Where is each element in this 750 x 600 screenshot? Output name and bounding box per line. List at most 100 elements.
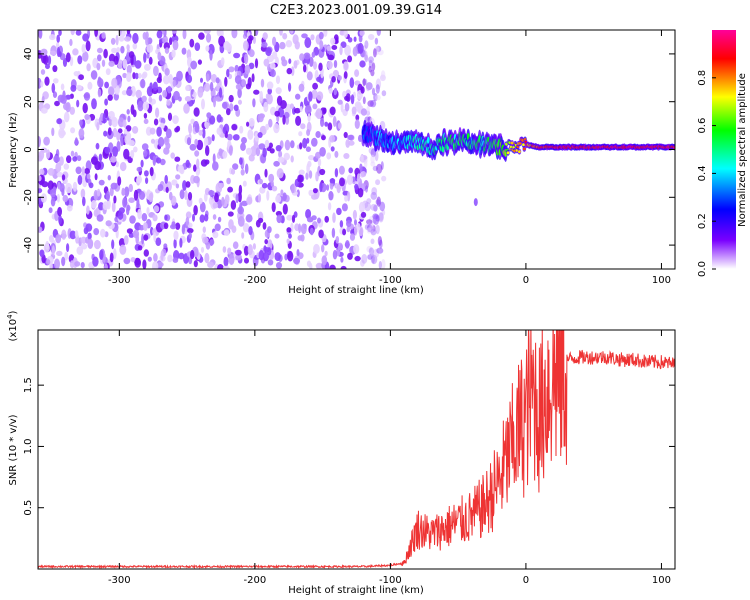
noise-speckle [164, 68, 170, 76]
noise-speckle [98, 153, 103, 162]
noise-speckle [61, 229, 67, 240]
noise-speckle [172, 115, 179, 125]
noise-speckle [348, 167, 354, 174]
noise-speckle [174, 156, 181, 162]
noise-speckle [111, 239, 115, 250]
noise-speckle [293, 257, 300, 265]
noise-speckle [295, 115, 302, 126]
noise-speckle [298, 131, 303, 137]
noise-speckle [123, 235, 129, 245]
noise-speckle [60, 83, 65, 91]
exponent-power: 4 [6, 314, 14, 319]
noise-speckle [111, 201, 116, 213]
noise-speckle [58, 127, 65, 139]
noise-speckle [280, 100, 287, 109]
noise-speckle [117, 176, 122, 186]
noise-speckle [364, 159, 368, 169]
noise-speckle [40, 193, 47, 203]
noise-speckle [198, 32, 205, 40]
noise-speckle [364, 40, 369, 49]
noise-speckle [40, 107, 48, 114]
noise-speckle [242, 180, 247, 187]
top-x-axis: -300 -200 -100 0 100 [108, 30, 671, 286]
noise-speckle [318, 62, 323, 71]
noise-speckle [56, 118, 63, 125]
noise-speckle [258, 217, 264, 224]
snr-frame [37, 329, 676, 570]
noise-speckle [246, 121, 250, 127]
noise-speckle [137, 245, 143, 251]
noise-speckle [179, 189, 185, 200]
noise-speckle [200, 77, 203, 83]
x-tick-label: -300 [108, 275, 131, 286]
noise-speckle [136, 198, 140, 208]
isolated-spot [473, 198, 478, 207]
noise-speckle [111, 47, 118, 54]
noise-speckle [346, 220, 352, 228]
noise-speckle [47, 168, 55, 176]
noise-speckle [54, 258, 60, 269]
noise-speckle [248, 62, 255, 70]
bottom-y-axis: 0.5 1.0 1.5 [23, 377, 675, 516]
noise-speckle [315, 131, 321, 138]
noise-speckle [209, 81, 214, 92]
noise-speckle [165, 128, 172, 139]
noise-speckle [168, 74, 173, 84]
noise-speckle [143, 150, 148, 157]
noise-speckle [241, 200, 248, 207]
noise-speckle [115, 161, 120, 168]
noise-speckle [290, 183, 295, 194]
noise-speckle [205, 241, 211, 250]
noise-speckle [102, 201, 109, 211]
noise-speckle [122, 119, 127, 128]
noise-speckle [324, 215, 330, 223]
noise-speckle [228, 94, 234, 103]
noise-speckle [309, 227, 314, 236]
noise-speckle [317, 217, 321, 224]
noise-speckle [75, 30, 82, 36]
noise-speckle [86, 205, 90, 215]
noise-speckle [211, 134, 215, 142]
noise-speckle [119, 161, 127, 172]
noise-speckle [312, 188, 318, 194]
noise-speckle [316, 76, 322, 83]
noise-speckle [178, 96, 182, 102]
noise-speckle [87, 232, 92, 240]
noise-speckle [156, 126, 162, 137]
noise-speckle [327, 54, 335, 61]
noise-speckle [40, 48, 48, 56]
noise-speckle [136, 175, 142, 184]
noise-speckle [113, 195, 117, 204]
noise-speckle [329, 135, 335, 143]
noise-speckle [237, 216, 245, 227]
noise-speckle [157, 51, 162, 61]
noise-speckle [366, 105, 370, 115]
noise-speckle [126, 206, 130, 216]
noise-speckle [76, 155, 82, 162]
noise-speckle [117, 211, 124, 220]
noise-speckle [307, 160, 312, 168]
noise-speckle [226, 68, 230, 78]
noise-speckle [275, 75, 281, 84]
x-tick-label: -200 [243, 575, 266, 586]
ridge-point [518, 150, 521, 154]
noise-speckle [119, 244, 127, 255]
noise-speckle [153, 118, 159, 126]
noise-speckle [70, 150, 75, 157]
noise-speckle [93, 209, 99, 217]
noise-speckle [371, 87, 376, 96]
noise-speckle [261, 182, 268, 189]
noise-speckle [336, 183, 341, 194]
noise-speckle [66, 204, 73, 212]
noise-speckle [194, 138, 199, 146]
noise-speckle [126, 64, 132, 75]
noise-speckle [357, 187, 364, 198]
noise-speckle [273, 123, 280, 134]
noise-speckle [212, 214, 217, 220]
noise-speckle [143, 112, 148, 119]
noise-speckle [38, 175, 42, 182]
noise-speckle [94, 30, 98, 37]
noise-speckle [271, 202, 276, 213]
noise-speckle [336, 207, 342, 216]
noise-speckle [359, 60, 366, 68]
